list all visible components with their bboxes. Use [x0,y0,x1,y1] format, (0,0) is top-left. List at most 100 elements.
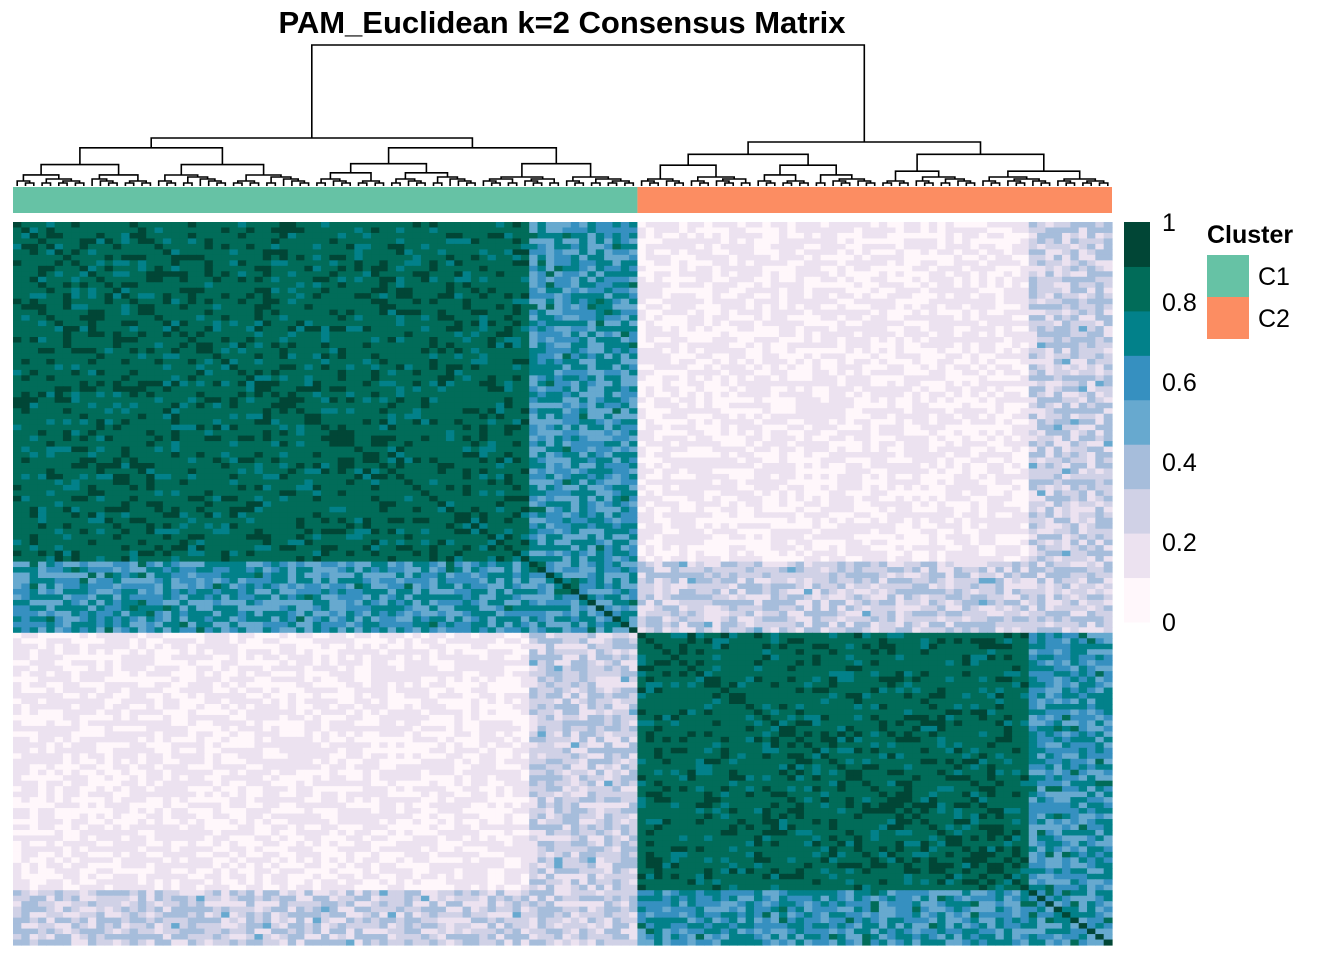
heatmap-cell [595,408,605,415]
heatmap-cell [545,282,555,289]
heatmap-cell [1087,391,1096,398]
heatmap-cell [1062,243,1071,250]
heatmap-cell [679,331,688,338]
heatmap-cell [529,369,539,376]
heatmap-cell [1095,391,1105,398]
heatmap-cell [237,293,247,300]
heatmap-cell [670,353,680,360]
heatmap-cell [1045,298,1055,305]
heatmap-cell [212,232,222,240]
heatmap-cell [862,276,872,283]
heatmap-cell [221,397,231,404]
heatmap-cell [1037,331,1046,338]
heatmap-cell [828,315,838,322]
heatmap-cell [262,408,272,415]
heatmap-cell [1037,408,1046,415]
heatmap-cell [662,315,672,322]
heatmap-cell [637,380,647,387]
heatmap-cell [179,276,189,283]
heatmap-cell [221,342,231,349]
heatmap-cell [237,380,247,387]
heatmap-cell [204,358,214,366]
heatmap-cell [221,315,231,322]
heatmap-cell [121,227,131,234]
heatmap-cell [129,337,139,344]
heatmap-cell [62,386,72,393]
heatmap-cell [346,271,355,278]
heatmap-cell [745,260,755,267]
heatmap-cell [1045,353,1055,360]
heatmap-cell [296,353,306,360]
heatmap-cell [296,293,306,300]
heatmap-cell [537,282,547,289]
heatmap-cell [895,315,905,322]
heatmap-cell [246,287,256,294]
heatmap-cell [1078,287,1088,294]
heatmap-cell [745,347,755,355]
heatmap-cell [271,391,281,398]
heatmap-cell [620,386,630,393]
heatmap-cell [221,364,231,371]
heatmap-cell [371,315,380,322]
heatmap-cell [679,364,688,371]
heatmap-cell [645,238,655,245]
heatmap-cell [362,238,372,245]
heatmap-cell [187,347,197,355]
heatmap-cell [271,342,281,349]
heatmap-cell [129,342,139,349]
heatmap-cell [870,386,880,393]
heatmap-cell [412,265,422,272]
heatmap-cell [395,287,405,294]
heatmap-cell [853,402,863,409]
heatmap-cell [570,375,580,382]
heatmap-cell [312,337,322,344]
heatmap-cell [995,304,1005,311]
heatmap-cell [387,342,397,349]
heatmap-cell [462,353,472,360]
heatmap-cell [579,232,589,240]
heatmap-cell [87,358,97,366]
heatmap-cell [321,309,330,316]
heatmap-cell [279,232,289,240]
heatmap-cell [612,326,622,333]
heatmap-cell [420,238,430,245]
heatmap-cell [462,238,472,245]
heatmap-cell [196,320,206,327]
heatmap-cell [54,331,64,338]
heatmap-cell [970,232,980,240]
heatmap-cell [1028,265,1038,272]
heatmap-cell [912,282,922,289]
heatmap-cell [104,271,114,278]
heatmap-cell [970,287,980,294]
heatmap-cell [196,419,206,426]
heatmap-cell [187,397,197,404]
heatmap-cell [445,304,455,311]
heatmap-cell [753,227,763,234]
heatmap-cell [296,369,306,376]
heatmap-cell [870,260,880,267]
heatmap-cell [862,298,872,305]
heatmap-cell [271,271,281,278]
heatmap-cell [346,249,355,256]
heatmap-cell [978,375,988,382]
heatmap-cell [354,347,364,355]
heatmap-cell [462,276,472,283]
heatmap-cell [262,232,272,240]
heatmap-cell [1062,254,1071,261]
heatmap-cell [346,375,355,382]
heatmap-cell [412,293,422,300]
heatmap-cell [420,397,430,404]
heatmap-cell [429,309,439,316]
heatmap-cell [704,375,713,382]
heatmap-cell [13,254,22,261]
heatmap-cell [545,222,555,229]
heatmap-cell [737,369,747,376]
heatmap-cell [371,243,380,250]
heatmap-cell [221,227,231,234]
heatmap-cell [262,353,272,360]
heatmap-cell [487,391,497,398]
heatmap-cell [262,358,272,366]
heatmap-cell [429,271,439,278]
heatmap-cell [770,304,780,311]
heatmap-cell [604,222,614,229]
